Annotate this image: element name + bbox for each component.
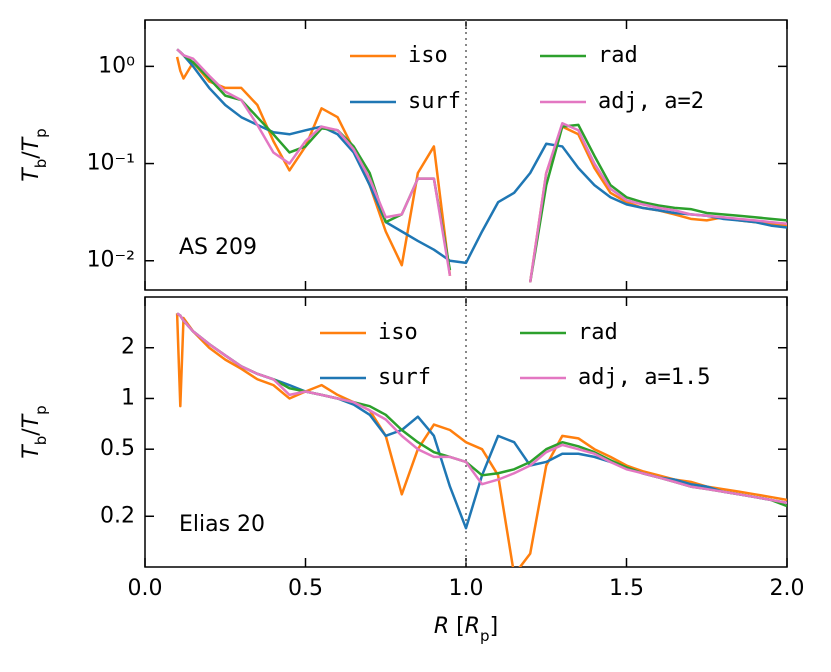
y-axis-label: Tb/Tp [19,128,50,181]
y-tick-label: 2 [121,335,135,360]
x-tick-label: 1.5 [609,576,644,601]
x-tick-label: 2.0 [770,576,805,601]
series-line [175,313,787,567]
legend-label: rad [578,320,618,345]
series-group [175,312,787,567]
series-group [175,48,787,283]
y-tick-label: 10⁻² [87,248,135,273]
y-tick-label: 10⁰ [98,53,135,78]
y-axis-label: Tb/Tp [19,405,50,458]
x-axis-label: R [Rp] [434,614,498,645]
legend-label: iso [408,43,448,68]
x-tick-label: 0.0 [128,576,163,601]
y-tick-label: 10⁻¹ [87,151,135,176]
panel-annotation: Elias 20 [179,512,265,537]
legend-label: surf [408,89,461,114]
legend-label: rad [598,43,638,68]
panel-annotation: AS 209 [179,235,257,260]
y-tick-label: 1 [121,385,135,410]
legend-label: iso [378,320,418,345]
series-line [176,48,787,283]
legend-label: adj, a=1.5 [578,365,710,390]
legend-label: adj, a=2 [598,89,704,114]
x-tick-label: 0.5 [288,576,323,601]
series-line [176,48,787,283]
x-tick-label: 1.0 [449,576,484,601]
series-line [176,312,787,530]
y-tick-label: 0.5 [100,436,135,461]
series-line [176,48,787,265]
y-tick-label: 0.2 [100,503,135,528]
series-line [176,312,787,505]
legend-label: surf [378,365,431,390]
